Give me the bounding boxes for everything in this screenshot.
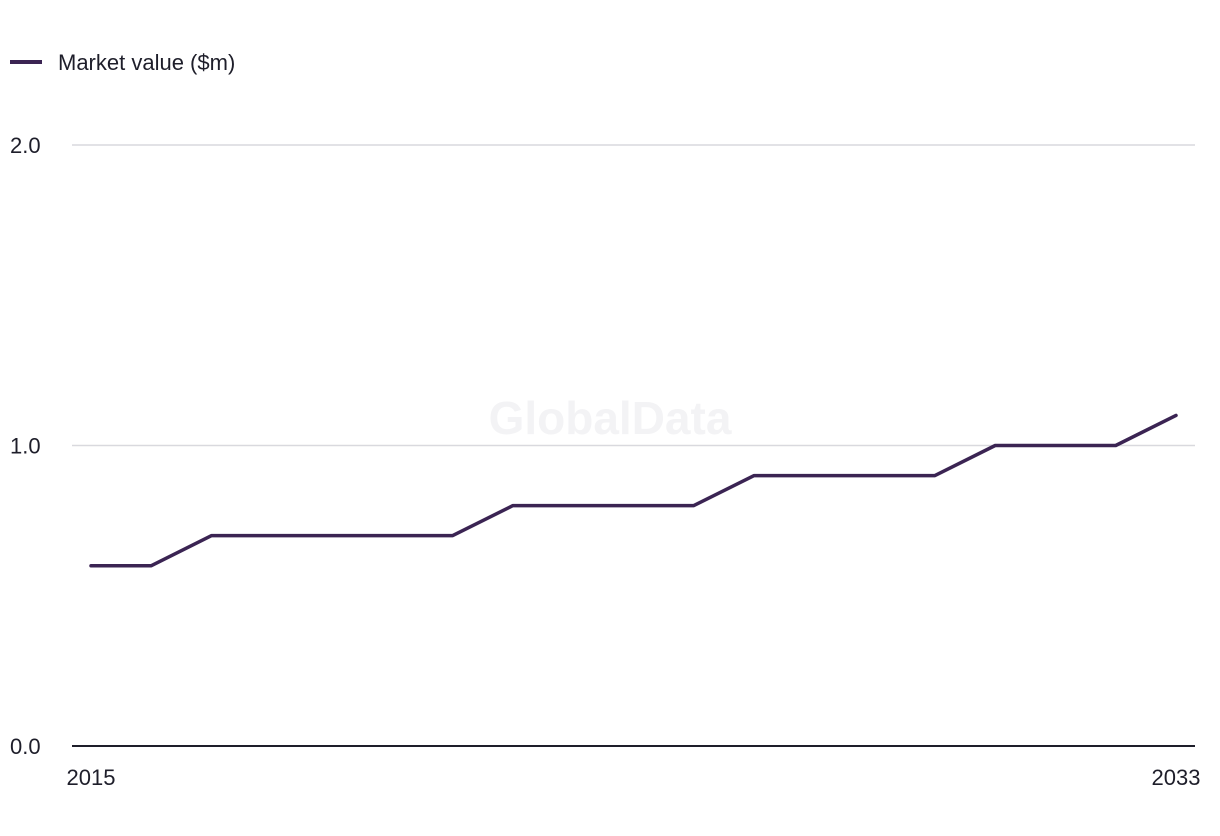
- x-tick-label: 2033: [1152, 765, 1201, 790]
- y-tick-label: 2.0: [10, 133, 41, 158]
- y-axis: 0.0 1.0 2.0: [10, 133, 41, 759]
- legend: Market value ($m): [10, 50, 235, 75]
- legend-label: Market value ($m): [58, 50, 235, 75]
- x-tick-label: 2015: [67, 765, 116, 790]
- x-axis: 2015 2033: [67, 765, 1201, 790]
- y-tick-label: 0.0: [10, 734, 41, 759]
- watermark: GlobalData: [489, 392, 732, 444]
- series-layer: [89, 413, 1178, 568]
- y-tick-label: 1.0: [10, 434, 41, 459]
- series-line: [89, 413, 1178, 568]
